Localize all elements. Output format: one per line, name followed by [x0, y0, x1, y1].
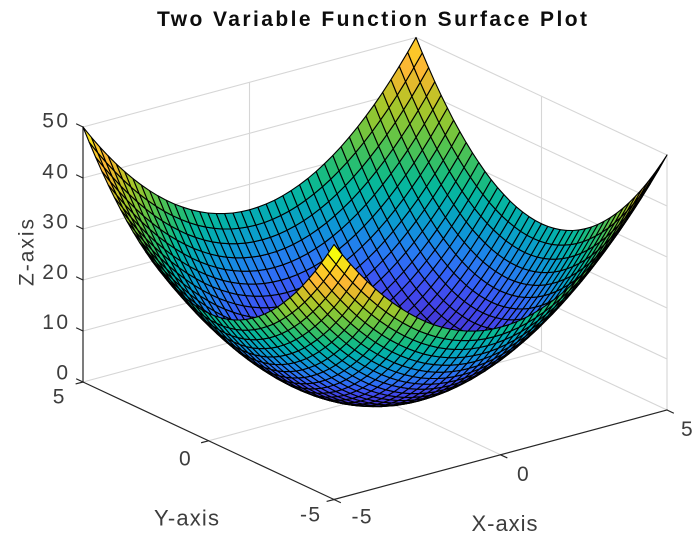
- svg-text:5: 5: [681, 418, 693, 441]
- svg-text:X-axis: X-axis: [472, 511, 538, 536]
- svg-text:-5: -5: [352, 506, 372, 529]
- svg-text:0: 0: [56, 361, 68, 384]
- svg-text:-5: -5: [300, 504, 320, 527]
- svg-text:Y-axis: Y-axis: [154, 506, 219, 531]
- svg-text:Z-axis: Z-axis: [15, 219, 38, 286]
- svg-text:Two Variable Function Surface: Two Variable Function Surface Plot: [157, 8, 587, 31]
- svg-text:0: 0: [179, 448, 191, 471]
- svg-text:0: 0: [517, 463, 529, 486]
- svg-text:5: 5: [53, 386, 65, 409]
